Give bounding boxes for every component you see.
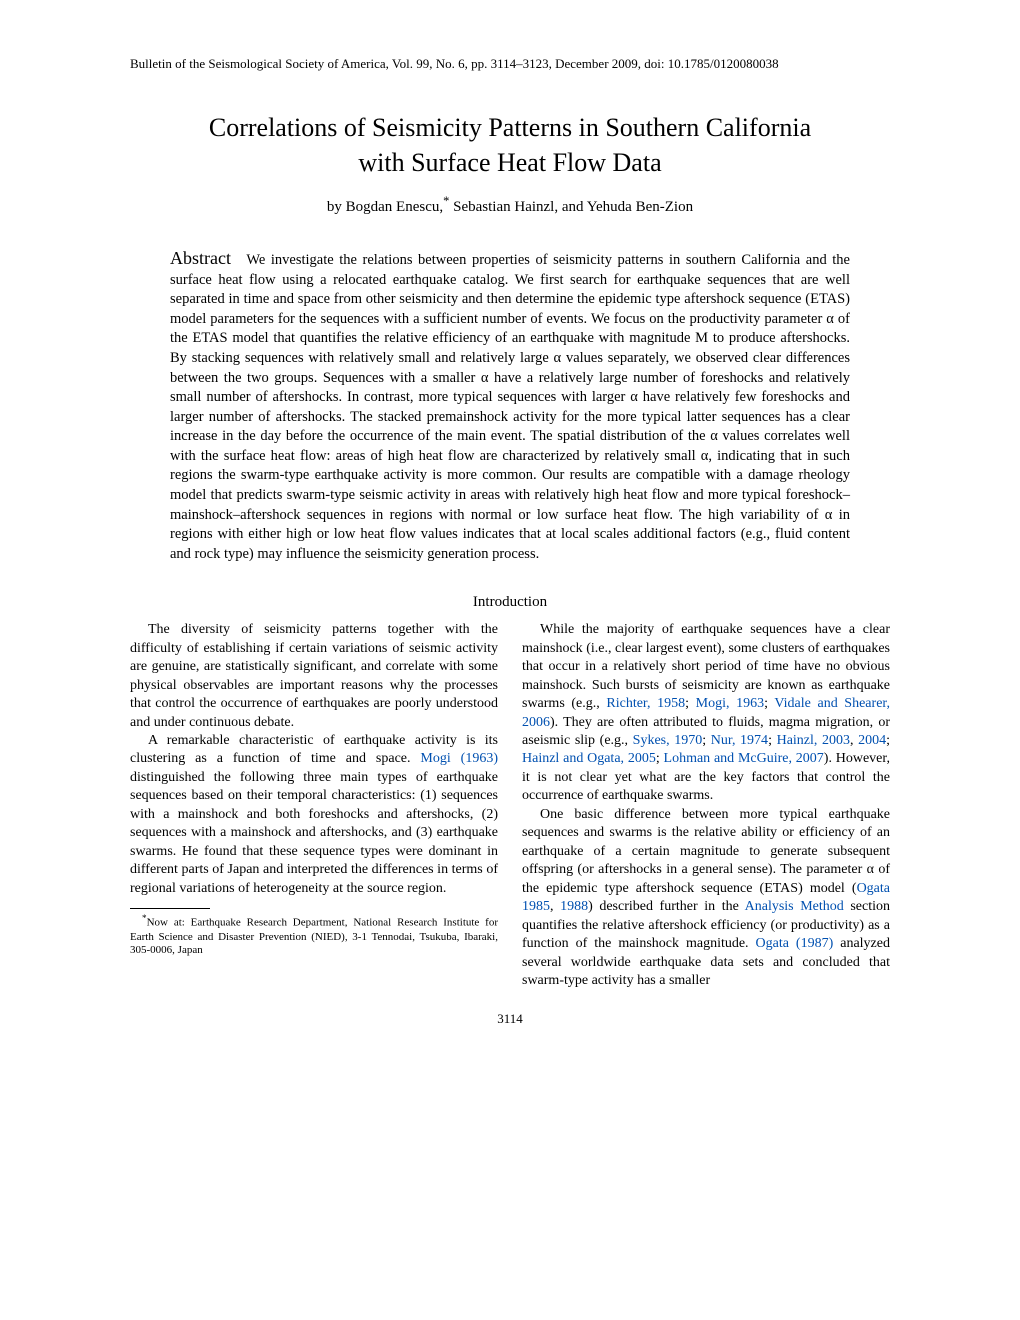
ref-mogi-1963-b[interactable]: Mogi, 1963	[696, 696, 764, 711]
byline-prefix: by Bogdan Enescu,	[327, 199, 443, 215]
ref-lohman-mcguire-2007[interactable]: Lohman and McGuire, 2007	[664, 751, 824, 766]
abstract-label: Abstract	[170, 248, 231, 268]
title-line-2: with Surface Heat Flow Data	[358, 148, 661, 177]
intro-p2: A remarkable characteristic of earthquak…	[130, 732, 498, 898]
byline-rest: Sebastian Hainzl, and Yehuda Ben-Zion	[449, 199, 693, 215]
abstract: Abstract We investigate the relations be…	[170, 246, 850, 564]
title-line-1: Correlations of Seismicity Patterns in S…	[209, 113, 811, 142]
section-heading-introduction: Introduction	[130, 594, 890, 611]
page-number: 3114	[130, 1011, 890, 1027]
ref-hainzl-2004[interactable]: 2004	[858, 733, 886, 748]
paper-page: Bulletin of the Seismological Society of…	[0, 0, 1020, 1067]
ref-mogi-1963[interactable]: Mogi (1963)	[420, 751, 498, 766]
intro-p3: While the majority of earthquake sequenc…	[522, 621, 890, 806]
intro-p4: One basic difference between more typica…	[522, 806, 890, 991]
ref-nur-1974[interactable]: Nur, 1974	[711, 733, 768, 748]
ref-hainzl-2003[interactable]: Hainzl, 2003	[777, 733, 850, 748]
right-column: While the majority of earthquake sequenc…	[522, 621, 890, 990]
ref-sykes-1970[interactable]: Sykes, 1970	[633, 733, 703, 748]
ref-analysis-method-section[interactable]: Analysis Method	[745, 899, 844, 914]
left-column: The diversity of seismicity patterns tog…	[130, 621, 498, 990]
author-footnote: *Now at: Earthquake Research Department,…	[130, 913, 498, 958]
body-columns: The diversity of seismicity patterns tog…	[130, 621, 890, 990]
ref-ogata-1988[interactable]: 1988	[560, 899, 588, 914]
ref-richter-1958[interactable]: Richter, 1958	[606, 696, 685, 711]
paper-title: Correlations of Seismicity Patterns in S…	[130, 110, 890, 180]
footnote-divider	[130, 908, 210, 909]
abstract-text: We investigate the relations between pro…	[170, 252, 850, 561]
intro-p1: The diversity of seismicity patterns tog…	[130, 621, 498, 732]
byline: by Bogdan Enescu,* Sebastian Hainzl, and…	[130, 194, 890, 216]
journal-header: Bulletin of the Seismological Society of…	[130, 56, 890, 72]
ref-ogata-1987[interactable]: Ogata (1987)	[756, 936, 834, 951]
ref-hainzl-ogata-2005[interactable]: Hainzl and Ogata, 2005	[522, 751, 656, 766]
